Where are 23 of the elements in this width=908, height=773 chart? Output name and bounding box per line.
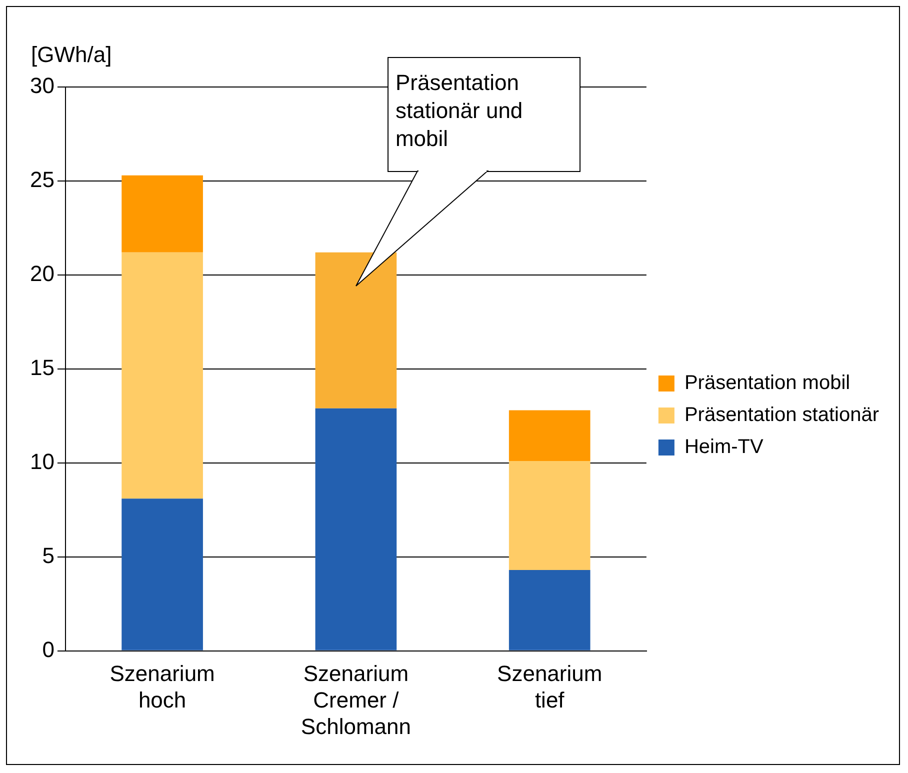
y-tick-label: 30 bbox=[30, 73, 54, 98]
x-tick-label: Szenarium tief bbox=[497, 661, 602, 712]
bar bbox=[122, 175, 203, 252]
legend-label: Heim-TV bbox=[684, 436, 764, 458]
bar bbox=[122, 252, 203, 499]
legend-label: Präsentation stationär bbox=[684, 404, 880, 426]
y-tick-label: 25 bbox=[30, 167, 54, 192]
y-tick-label: 5 bbox=[42, 542, 54, 568]
y-tick-label: 10 bbox=[30, 448, 54, 474]
bar bbox=[508, 460, 590, 570]
callout-box: Präsentation stationär und mobil bbox=[356, 57, 580, 286]
annotation: Präsentation stationär und mobil bbox=[395, 69, 523, 153]
bar bbox=[508, 570, 590, 650]
bar bbox=[508, 410, 590, 461]
bar bbox=[315, 408, 397, 650]
y-tick-label: 0 bbox=[42, 636, 54, 662]
y-tick-label: 20 bbox=[30, 260, 54, 286]
x-tick-label: Szenarium Cremer / Schlomann bbox=[300, 661, 411, 739]
legend-label: Präsentation mobil bbox=[684, 372, 850, 394]
y-axis-title: [GWh/a] bbox=[31, 42, 112, 68]
y-tick-label: 15 bbox=[30, 354, 54, 380]
bar bbox=[122, 498, 203, 650]
x-tick-label: Szenarium hoch bbox=[110, 661, 215, 712]
